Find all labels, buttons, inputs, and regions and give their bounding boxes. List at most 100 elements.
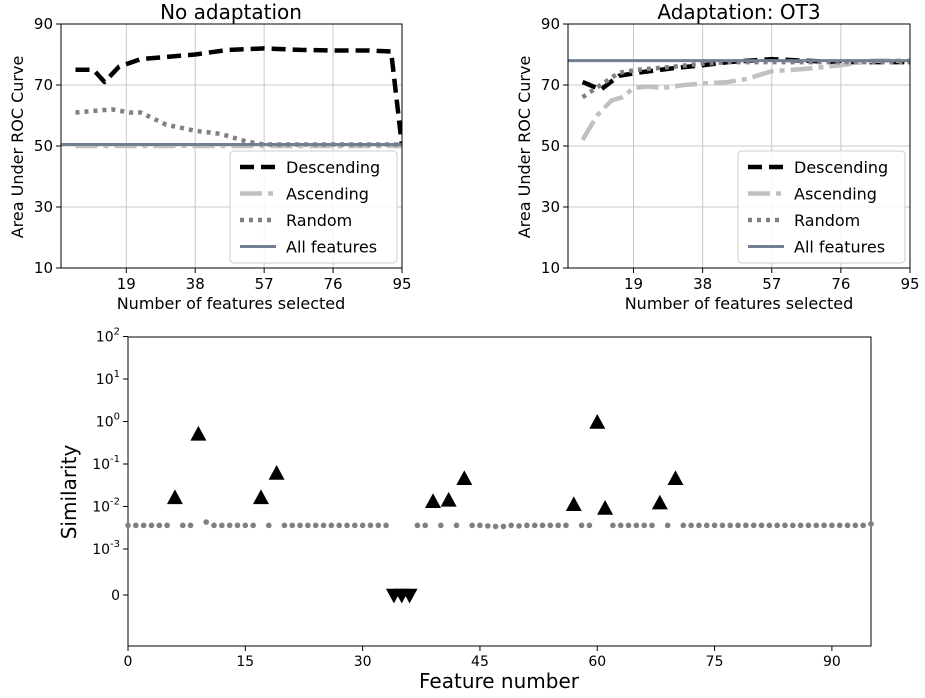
similarity-point [524, 522, 530, 529]
similarity-point [696, 522, 702, 529]
similarity-point [563, 522, 569, 529]
legend-label: All features [286, 238, 377, 257]
similarity-point [743, 522, 749, 529]
similarity-triangle-up [456, 470, 473, 486]
y-tick-label: 102 [96, 327, 120, 346]
similarity-point [336, 522, 342, 529]
similarity-point [500, 523, 507, 530]
similarity-point [250, 522, 256, 529]
legend-label: Ascending [286, 185, 369, 204]
similarity-triangle-up [425, 493, 442, 508]
similarity-triangle-up [440, 491, 457, 507]
chart-adaptation-ot3: Adaptation: OT3 Number of features selec… [515, 0, 920, 313]
similarity-triangle-up [190, 425, 207, 441]
y-tick-label: 70 [34, 76, 53, 94]
similarity-point [492, 523, 499, 530]
y-tick-label: 0 [111, 588, 120, 604]
similarity-point [610, 522, 616, 529]
similarity-triangle-up [651, 494, 668, 510]
x-axis-label: Number of features selected [117, 294, 346, 313]
similarity-triangle-up [565, 496, 582, 512]
similarity-triangle-down [401, 588, 418, 604]
similarity-point [359, 522, 366, 529]
similarity-point [375, 522, 382, 529]
y-tick-label: 30 [34, 198, 53, 216]
y-axis-label: Area Under ROC Curve [8, 56, 27, 239]
similarity-triangle-up [589, 414, 606, 429]
similarity-point [844, 522, 851, 529]
similarity-point [367, 522, 374, 529]
chart-similarity: Feature number Similarity 0 15 30 45 60 75 90 0… [57, 327, 874, 693]
legend-label: Descending [794, 158, 888, 177]
y-tick-label: 10-1 [92, 454, 120, 473]
y-tick-label: 100 [96, 412, 120, 431]
legend-box [737, 150, 906, 264]
x-tick-label: 95 [392, 275, 411, 293]
similarity-point [352, 522, 358, 529]
similarity-triangle-up [667, 470, 684, 486]
series-line-descending [581, 56, 910, 92]
similarity-point [649, 522, 655, 529]
y-tick-label: 10 [541, 259, 560, 277]
similarity-point [320, 522, 327, 529]
y-tick-label: 101 [96, 369, 120, 388]
similarity-point [242, 522, 249, 529]
legend-label: Random [794, 211, 860, 230]
similarity-point [774, 522, 780, 529]
similarity-triangle-up [597, 500, 614, 515]
similarity-point [281, 522, 288, 529]
similarity-point [578, 522, 585, 529]
similarity-point [179, 522, 186, 529]
similarity-point [617, 522, 624, 529]
similarity-point [711, 522, 718, 529]
similarity-point [633, 522, 640, 529]
x-tick-label: 57 [255, 275, 274, 293]
y-tick-label: 50 [34, 137, 53, 155]
x-tick-label: 95 [900, 275, 919, 293]
similarity-point [641, 522, 647, 529]
similarity-point [735, 522, 741, 529]
chart-title: Adaptation: OT3 [657, 0, 820, 24]
similarity-point [829, 522, 835, 529]
similarity-triangle-up [166, 489, 183, 505]
legend-label: Random [286, 211, 352, 230]
x-tick-label: 76 [324, 275, 343, 293]
plot-frame [127, 336, 872, 647]
x-tick-label: 19 [624, 275, 643, 293]
chart-title: No adaptation [160, 0, 302, 24]
similarity-point [719, 522, 726, 529]
x-tick-label: 76 [831, 275, 850, 293]
similarity-point [156, 522, 163, 529]
similarity-point [547, 522, 554, 529]
series-line-random [75, 107, 402, 147]
similarity-point [750, 522, 757, 529]
similarity-point [852, 522, 859, 529]
similarity-point [555, 522, 561, 529]
y-axis-label: Area Under ROC Curve [515, 56, 534, 239]
similarity-point [805, 522, 812, 529]
y-tick-label: 10-2 [92, 497, 120, 516]
y-tick-label: 10-3 [92, 539, 120, 558]
similarity-point [226, 522, 233, 529]
similarity-point [688, 522, 694, 529]
x-tick-label: 38 [693, 275, 712, 293]
similarity-point [125, 522, 131, 529]
similarity-point [164, 522, 170, 529]
similarity-point [789, 522, 796, 529]
similarity-point [821, 522, 827, 529]
x-tick-label: 38 [186, 275, 205, 293]
y-tick-label: 10 [34, 259, 53, 277]
y-tick-label: 90 [34, 15, 53, 33]
similarity-point [782, 522, 788, 529]
similarity-point [289, 522, 296, 529]
similarity-point [203, 519, 210, 525]
similarity-point [813, 522, 820, 529]
similarity-point [797, 522, 804, 529]
similarity-point [344, 522, 350, 529]
similarity-point [219, 522, 225, 529]
similarity-point [539, 522, 546, 529]
series-line-ascending [580, 58, 910, 142]
similarity-point [664, 522, 671, 529]
similarity-point [758, 522, 765, 529]
